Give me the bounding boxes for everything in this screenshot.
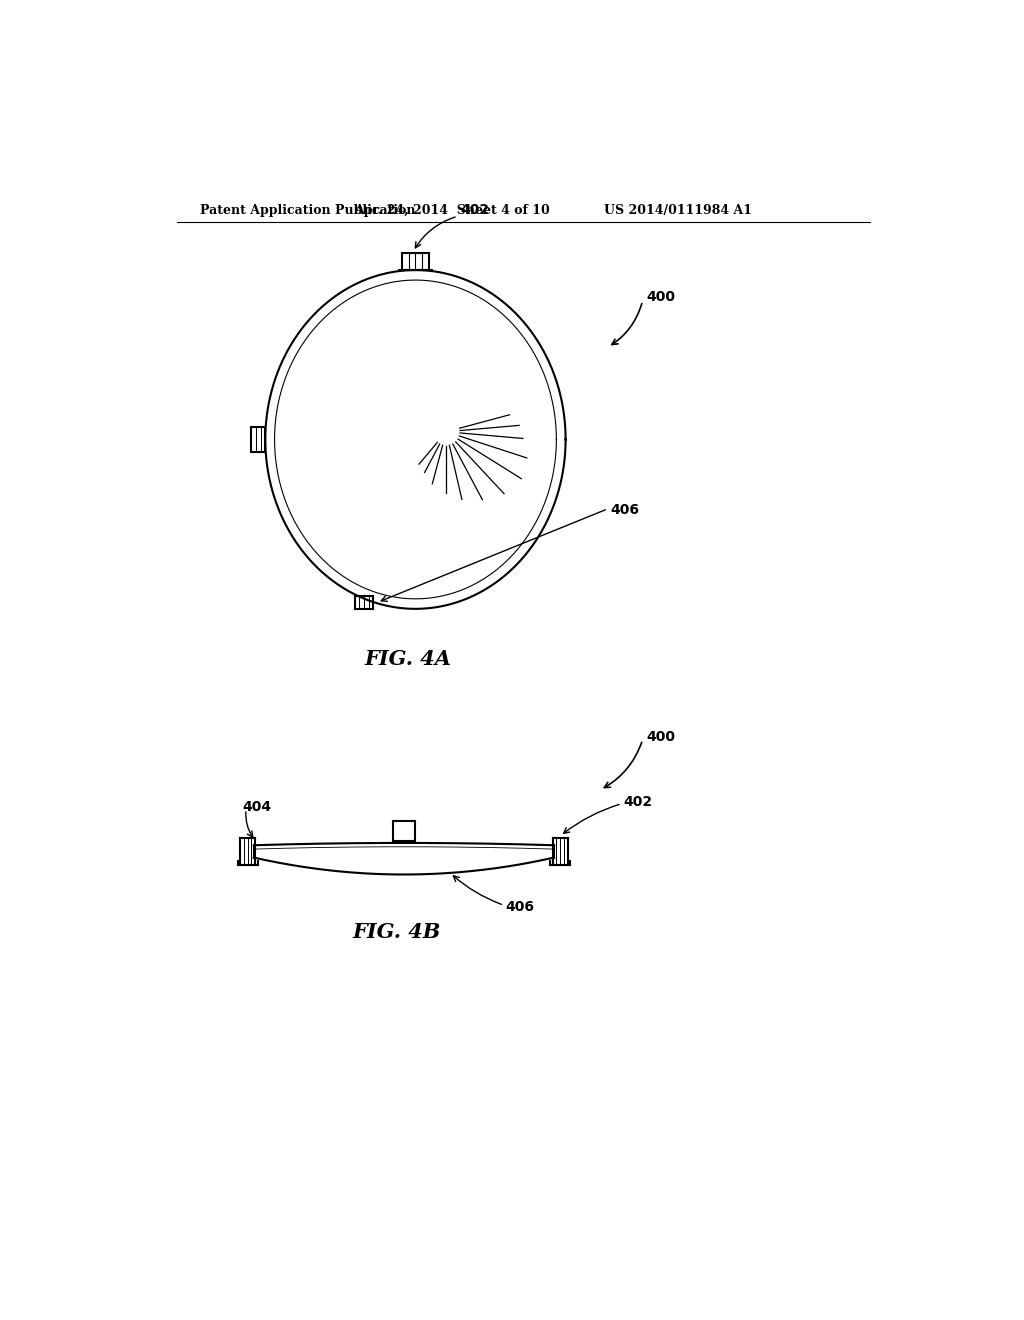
Text: 406: 406	[506, 900, 535, 913]
Text: 406: 406	[610, 503, 639, 517]
Text: Patent Application Publication: Patent Application Publication	[200, 205, 416, 218]
Text: 402: 402	[460, 203, 489, 216]
Text: FIG. 4A: FIG. 4A	[365, 649, 452, 669]
Text: 404: 404	[243, 800, 271, 813]
Text: FIG. 4B: FIG. 4B	[352, 923, 440, 942]
Text: US 2014/0111984 A1: US 2014/0111984 A1	[604, 205, 752, 218]
Text: 402: 402	[624, 795, 652, 809]
Text: 400: 400	[646, 730, 676, 744]
Text: Apr. 24, 2014  Sheet 4 of 10: Apr. 24, 2014 Sheet 4 of 10	[354, 205, 550, 218]
Text: 400: 400	[646, 290, 676, 304]
